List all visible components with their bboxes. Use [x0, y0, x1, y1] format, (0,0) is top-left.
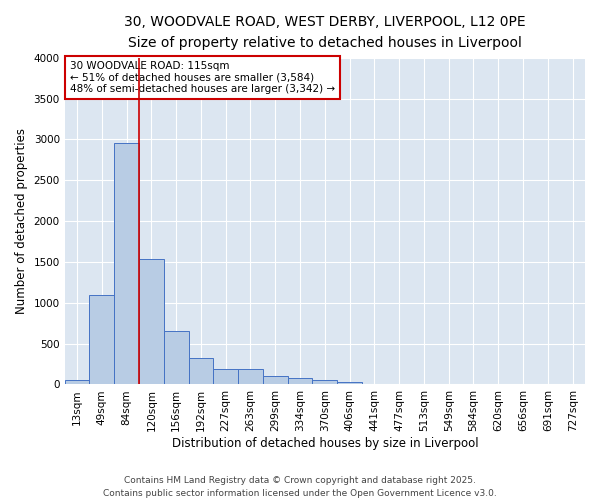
- Bar: [263, 376, 287, 384]
- Title: 30, WOODVALE ROAD, WEST DERBY, LIVERPOOL, L12 0PE
Size of property relative to d: 30, WOODVALE ROAD, WEST DERBY, LIVERPOOL…: [124, 15, 526, 50]
- Bar: [214, 368, 238, 384]
- Bar: [287, 378, 313, 384]
- Bar: [164, 332, 188, 384]
- Y-axis label: Number of detached properties: Number of detached properties: [15, 128, 28, 314]
- Bar: [337, 382, 362, 384]
- Bar: [89, 294, 114, 384]
- Bar: [114, 142, 139, 384]
- Bar: [139, 260, 164, 384]
- Bar: [65, 380, 89, 384]
- Bar: [313, 380, 337, 384]
- Bar: [238, 368, 263, 384]
- Bar: [188, 358, 214, 384]
- X-axis label: Distribution of detached houses by size in Liverpool: Distribution of detached houses by size …: [172, 437, 478, 450]
- Text: 30 WOODVALE ROAD: 115sqm
← 51% of detached houses are smaller (3,584)
48% of sem: 30 WOODVALE ROAD: 115sqm ← 51% of detach…: [70, 61, 335, 94]
- Text: Contains HM Land Registry data © Crown copyright and database right 2025.
Contai: Contains HM Land Registry data © Crown c…: [103, 476, 497, 498]
